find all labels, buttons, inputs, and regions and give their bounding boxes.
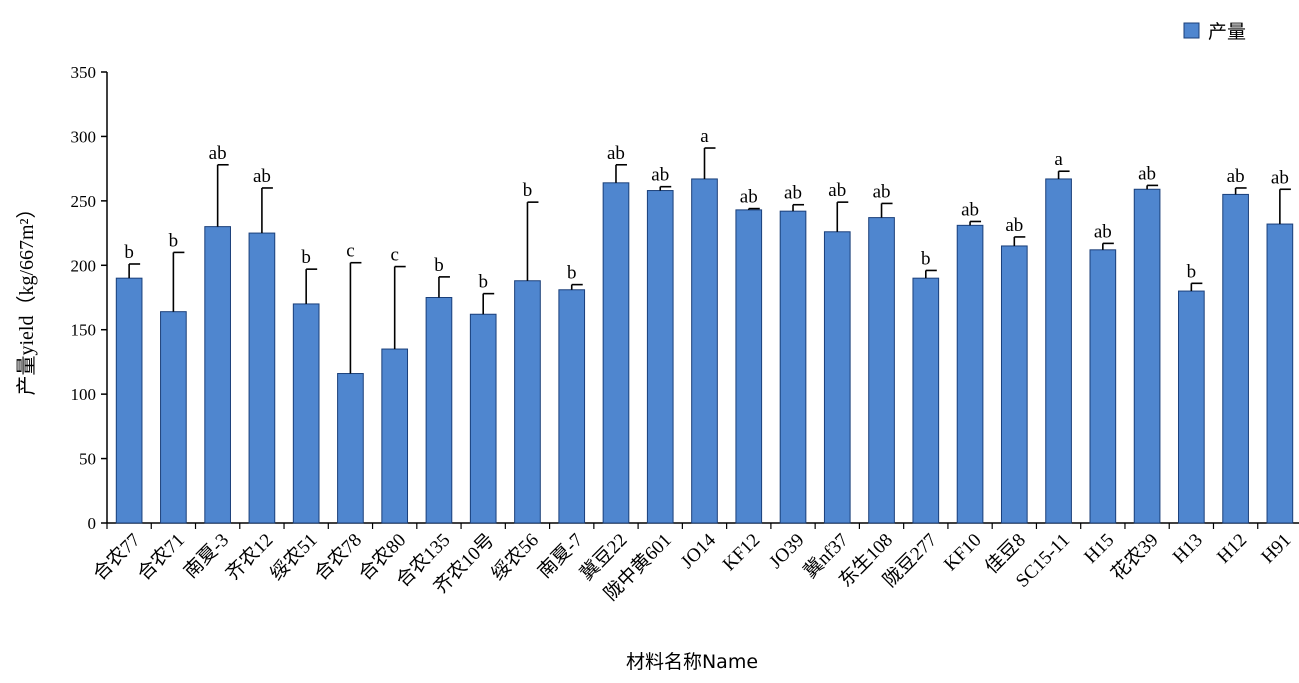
category-label: 齐农12	[222, 529, 278, 585]
category-label: 合农71	[133, 529, 189, 585]
bar	[823, 231, 851, 524]
bar	[912, 277, 940, 524]
category-label: KF10	[940, 530, 985, 575]
significance-label: ab	[253, 166, 271, 187]
bar	[691, 178, 718, 524]
significance-label: ab	[1005, 215, 1023, 236]
bar	[469, 313, 497, 524]
significance-label: b	[124, 242, 134, 263]
category-label: 合农77	[89, 529, 145, 585]
significance-label: b	[169, 230, 179, 251]
y-tick-label: 100	[71, 385, 97, 404]
bar	[558, 289, 586, 524]
significance-label: ab	[1271, 167, 1289, 188]
category-label: 南夏-3	[180, 529, 234, 583]
significance-label: c	[390, 245, 398, 266]
category-label: 花农39	[1107, 529, 1163, 585]
significance-label: a	[1054, 149, 1063, 170]
significance-label: b	[567, 263, 577, 284]
category-label: H12	[1213, 530, 1251, 568]
significance-label: b	[434, 255, 444, 276]
bar	[381, 348, 409, 524]
bar	[1089, 249, 1117, 524]
bar	[337, 373, 364, 524]
significance-label: ab	[828, 180, 846, 201]
category-label: H91	[1257, 530, 1295, 568]
y-tick-label: 0	[88, 514, 97, 533]
y-tick-label: 350	[71, 63, 97, 82]
significance-label: b	[478, 272, 488, 293]
significance-label: ab	[873, 181, 891, 202]
significance-label: ab	[740, 187, 758, 208]
legend: 产量	[1183, 21, 1246, 43]
y-axis-label: 产量yield（kg/667m²）	[15, 198, 38, 395]
category-label: 绥农51	[266, 529, 322, 585]
category-label: H13	[1169, 530, 1207, 568]
category-label: 绥农56	[487, 529, 543, 585]
significance-label: b	[921, 248, 931, 269]
significance-label: ab	[1094, 221, 1112, 242]
significance-label: ab	[1227, 166, 1245, 187]
bar	[1133, 188, 1161, 524]
bar	[292, 303, 320, 524]
significance-label: ab	[651, 165, 669, 186]
plot-area: 050100150200250300350b合农77b合农71ab南夏-3ab齐…	[71, 63, 1299, 605]
y-tick-label: 250	[71, 192, 97, 211]
legend-label: 产量	[1208, 21, 1246, 43]
bar	[735, 209, 763, 524]
bar	[160, 311, 187, 524]
significance-label: b	[523, 180, 533, 201]
significance-label: ab	[1138, 163, 1156, 184]
category-label: JO14	[677, 529, 721, 573]
category-label: 南夏-7	[534, 529, 588, 583]
category-label: H15	[1080, 530, 1118, 568]
significance-label: a	[700, 126, 709, 147]
legend-swatch	[1183, 22, 1200, 39]
significance-label: b	[301, 247, 311, 268]
significance-label: ab	[607, 143, 625, 164]
category-label: 合农78	[310, 529, 366, 585]
bar	[602, 182, 630, 524]
y-tick-label: 200	[71, 256, 97, 275]
significance-label: c	[346, 241, 354, 262]
bar	[514, 280, 541, 524]
bar	[1045, 178, 1072, 524]
bar	[248, 232, 276, 524]
significance-label: b	[1187, 261, 1197, 282]
significance-label: ab	[961, 199, 979, 220]
bar	[1266, 223, 1294, 524]
bar	[646, 190, 674, 524]
y-tick-label: 150	[71, 321, 97, 340]
bar	[1178, 290, 1205, 524]
y-tick-label: 300	[71, 127, 97, 146]
significance-label: ab	[784, 183, 802, 204]
bar	[425, 297, 453, 524]
bar	[956, 224, 984, 524]
bar	[779, 210, 807, 524]
bar	[868, 217, 895, 524]
bar	[1222, 193, 1249, 524]
y-tick-label: 50	[79, 450, 96, 469]
x-axis-label: 材料名称Name	[626, 651, 758, 673]
significance-label: ab	[209, 143, 227, 164]
category-label: KF12	[719, 530, 764, 575]
bar	[1000, 245, 1028, 524]
bar	[115, 277, 143, 524]
bar	[204, 226, 231, 524]
